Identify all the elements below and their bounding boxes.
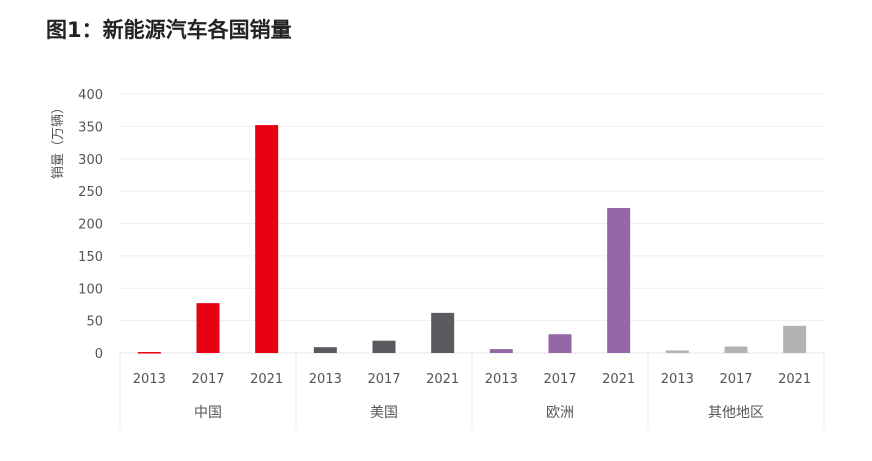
bar <box>196 303 220 353</box>
group-label: 美国 <box>370 405 398 421</box>
x-tick-label: 2017 <box>367 372 400 387</box>
bar <box>665 350 689 353</box>
y-tick-label: 250 <box>78 185 103 200</box>
x-tick-label: 2017 <box>543 372 576 387</box>
bar <box>372 340 396 353</box>
y-tick-label: 100 <box>78 282 103 297</box>
x-tick-label: 2017 <box>191 372 224 387</box>
x-tick-label: 2013 <box>485 372 518 387</box>
bar <box>313 347 337 353</box>
y-tick-label: 50 <box>86 315 103 330</box>
x-tick-label: 2021 <box>602 372 635 387</box>
bar <box>431 312 455 353</box>
bar <box>724 346 748 353</box>
bar <box>137 352 161 354</box>
x-tick-label: 2013 <box>133 372 166 387</box>
x-tick-label: 2021 <box>250 372 283 387</box>
x-tick-label: 2021 <box>426 372 459 387</box>
x-tick-label: 2021 <box>778 372 811 387</box>
bar <box>783 325 807 353</box>
bar <box>607 207 631 353</box>
x-tick-label: 2013 <box>309 372 342 387</box>
x-tick-label: 2013 <box>661 372 694 387</box>
group-label: 中国 <box>194 405 222 421</box>
x-tick-label: 2017 <box>719 372 752 387</box>
chart-title: 图1：新能源汽车各国销量 <box>46 18 292 42</box>
bar <box>489 349 513 353</box>
y-tick-label: 0 <box>95 347 103 362</box>
y-tick-label: 350 <box>78 120 103 135</box>
group-label: 欧洲 <box>546 405 574 421</box>
bar <box>255 125 279 353</box>
y-tick-label: 200 <box>78 218 103 233</box>
y-tick-label: 400 <box>78 88 103 103</box>
bar <box>548 334 572 353</box>
group-label: 其他地区 <box>708 405 764 421</box>
y-tick-label: 150 <box>78 250 103 265</box>
y-tick-label: 300 <box>78 153 103 168</box>
y-axis-label: 销量（万辆） <box>51 101 66 179</box>
